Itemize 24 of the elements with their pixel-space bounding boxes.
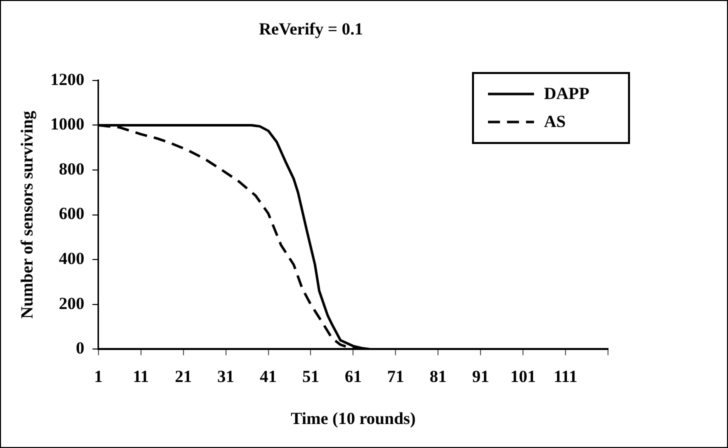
legend-label: DAPP xyxy=(544,84,590,104)
x-tick-label: 1 xyxy=(94,366,103,386)
y-tick-label: 0 xyxy=(76,338,84,358)
x-tick-label: 71 xyxy=(387,366,404,386)
x-tick-label: 81 xyxy=(430,366,447,386)
x-tick-label: 11 xyxy=(132,366,149,386)
legend-label: AS xyxy=(544,112,566,132)
y-tick-label: 800 xyxy=(58,159,84,178)
x-tick-label: 31 xyxy=(217,366,234,386)
x-tick-label: 101 xyxy=(510,366,536,386)
x-tick-label: 41 xyxy=(260,366,277,386)
y-tick-label: 1200 xyxy=(50,70,84,89)
x-tick-label: 51 xyxy=(302,366,320,386)
x-tick-label: 61 xyxy=(344,366,362,386)
y-tick-label: 200 xyxy=(58,294,84,313)
y-axis-title: Number of sensors surviving xyxy=(18,110,37,319)
x-tick-label: 21 xyxy=(174,366,192,386)
y-tick-label: 1000 xyxy=(50,114,84,134)
y-tick-label: 600 xyxy=(58,204,84,224)
x-axis-title: Time (10 rounds) xyxy=(290,409,416,428)
x-tick-label: 111 xyxy=(554,366,578,386)
chart-title: ReVerify = 0.1 xyxy=(259,20,363,39)
y-tick-label: 400 xyxy=(58,248,84,268)
x-tick-label: 91 xyxy=(472,366,490,386)
